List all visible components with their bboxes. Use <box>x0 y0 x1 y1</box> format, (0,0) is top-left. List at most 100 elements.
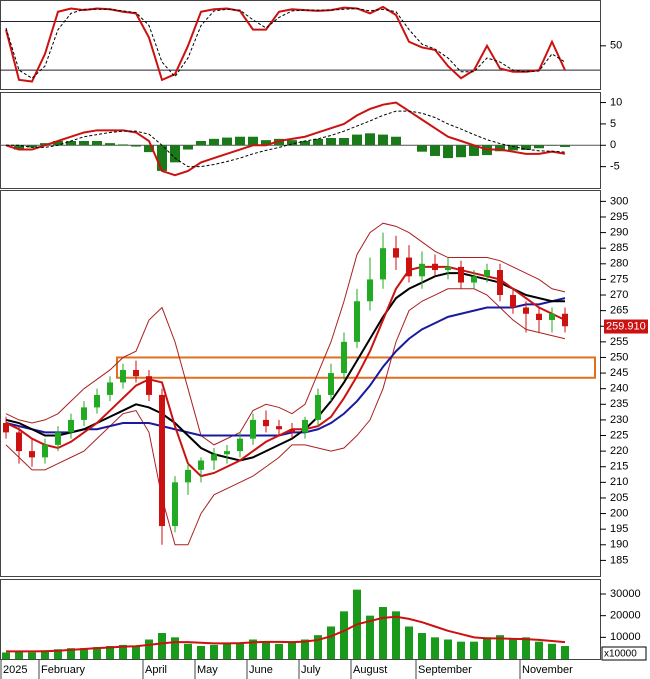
candle-body <box>315 394 321 420</box>
macd-histogram-bar <box>300 141 310 146</box>
volume-bar <box>288 642 296 659</box>
last-price-box <box>604 319 648 334</box>
candle-body <box>484 270 490 277</box>
candle-body <box>250 419 256 439</box>
y-tick-label: 195 <box>610 523 628 535</box>
y-tick-label: 235 <box>610 398 628 410</box>
macd-histogram-bar <box>508 145 518 151</box>
volume-bar <box>366 615 374 659</box>
macd-histogram-bar <box>443 145 453 159</box>
candle-body <box>471 276 477 283</box>
volume-bar <box>444 639 452 659</box>
macd-histogram-bar <box>469 145 479 156</box>
volume-bar <box>93 647 101 659</box>
candle-body <box>55 432 61 445</box>
volume-bar <box>522 637 530 659</box>
candle-body <box>68 419 74 433</box>
volume-bar <box>119 644 127 659</box>
y-tick-label: 50 <box>610 40 622 52</box>
y-tick-label: 10 <box>610 96 622 108</box>
x-tick-label: November <box>522 664 573 676</box>
volume-bar <box>132 646 140 659</box>
panel-frame <box>0 92 601 189</box>
y-tick-label: 10000 <box>610 631 641 643</box>
candle-body <box>133 369 139 377</box>
volume-bar <box>249 639 257 659</box>
volume-bar <box>223 643 231 659</box>
y-tick-label: 220 <box>610 445 628 457</box>
volume-bar <box>405 626 413 659</box>
candle-body <box>302 419 308 433</box>
candle-body <box>458 266 464 283</box>
y-tick-label: 265 <box>610 305 628 317</box>
volume-bar <box>431 637 439 659</box>
candle-body <box>523 307 529 314</box>
y-tick-label: 230 <box>610 414 628 426</box>
y-tick-label: 215 <box>610 461 628 473</box>
volume-bar <box>67 648 75 659</box>
y-tick-label: 240 <box>610 383 628 395</box>
y-tick-label: 185 <box>610 554 628 566</box>
volume-bar <box>535 641 543 659</box>
candle-body <box>185 469 191 483</box>
candle-body <box>224 451 230 455</box>
candle-body <box>510 295 516 308</box>
macd-histogram-bar <box>391 136 401 146</box>
macd-histogram-bar <box>222 137 232 146</box>
macd-histogram-bar <box>495 145 505 152</box>
macd-histogram-bar <box>378 134 388 146</box>
indicator-line <box>5 297 566 437</box>
candle-body <box>341 341 347 374</box>
volume-bar <box>483 637 491 659</box>
macd-histogram-bar <box>235 136 245 146</box>
candle-body <box>198 460 204 470</box>
volume-bar <box>171 637 179 659</box>
y-tick-label: 280 <box>610 258 628 270</box>
candle-body <box>367 279 373 302</box>
indicator-line <box>5 101 566 177</box>
macd-histogram-bar <box>326 138 336 146</box>
candle-body <box>107 382 113 395</box>
indicator-line <box>6 615 566 653</box>
candle-body <box>3 423 9 433</box>
macd-histogram-bar <box>417 145 427 152</box>
macd-histogram-bar <box>157 145 167 171</box>
y-tick-label: 285 <box>610 242 628 254</box>
x-tick-label: February <box>41 664 86 676</box>
x-tick-label: September <box>418 664 472 676</box>
y-tick-label: 255 <box>610 336 628 348</box>
macd-histogram-bar <box>274 138 284 146</box>
macd-histogram-bar <box>352 134 362 146</box>
y-tick-label: 250 <box>610 351 628 363</box>
candle-body <box>419 263 425 277</box>
volume-bar <box>457 641 465 659</box>
candle-body <box>328 373 334 395</box>
macd-histogram-bar <box>105 143 115 146</box>
candle-body <box>16 432 22 452</box>
volume-bar <box>314 635 322 659</box>
unit-box <box>601 646 647 661</box>
macd-histogram-bar <box>53 141 63 146</box>
volume-bar <box>548 643 556 659</box>
candle-body <box>263 419 269 427</box>
candle-body <box>237 438 243 452</box>
volume-bar <box>2 652 10 659</box>
volume-bar <box>561 646 569 659</box>
macd-histogram-bar <box>365 133 375 146</box>
candle-body <box>81 407 87 420</box>
volume-bar <box>340 611 348 659</box>
macd-histogram-bar <box>92 141 102 146</box>
y-tick-label: 205 <box>610 492 628 504</box>
macd-histogram-bar <box>144 145 154 153</box>
volume-bar <box>184 643 192 659</box>
volume-bar <box>418 633 426 659</box>
y-tick-label: 290 <box>610 226 628 238</box>
candle-body <box>380 248 386 280</box>
macd-histogram-bar <box>339 138 349 146</box>
candle-body <box>497 270 503 296</box>
volume-bar <box>145 639 153 659</box>
macd-histogram-bar <box>456 145 466 158</box>
macd-histogram-bar <box>66 141 76 146</box>
